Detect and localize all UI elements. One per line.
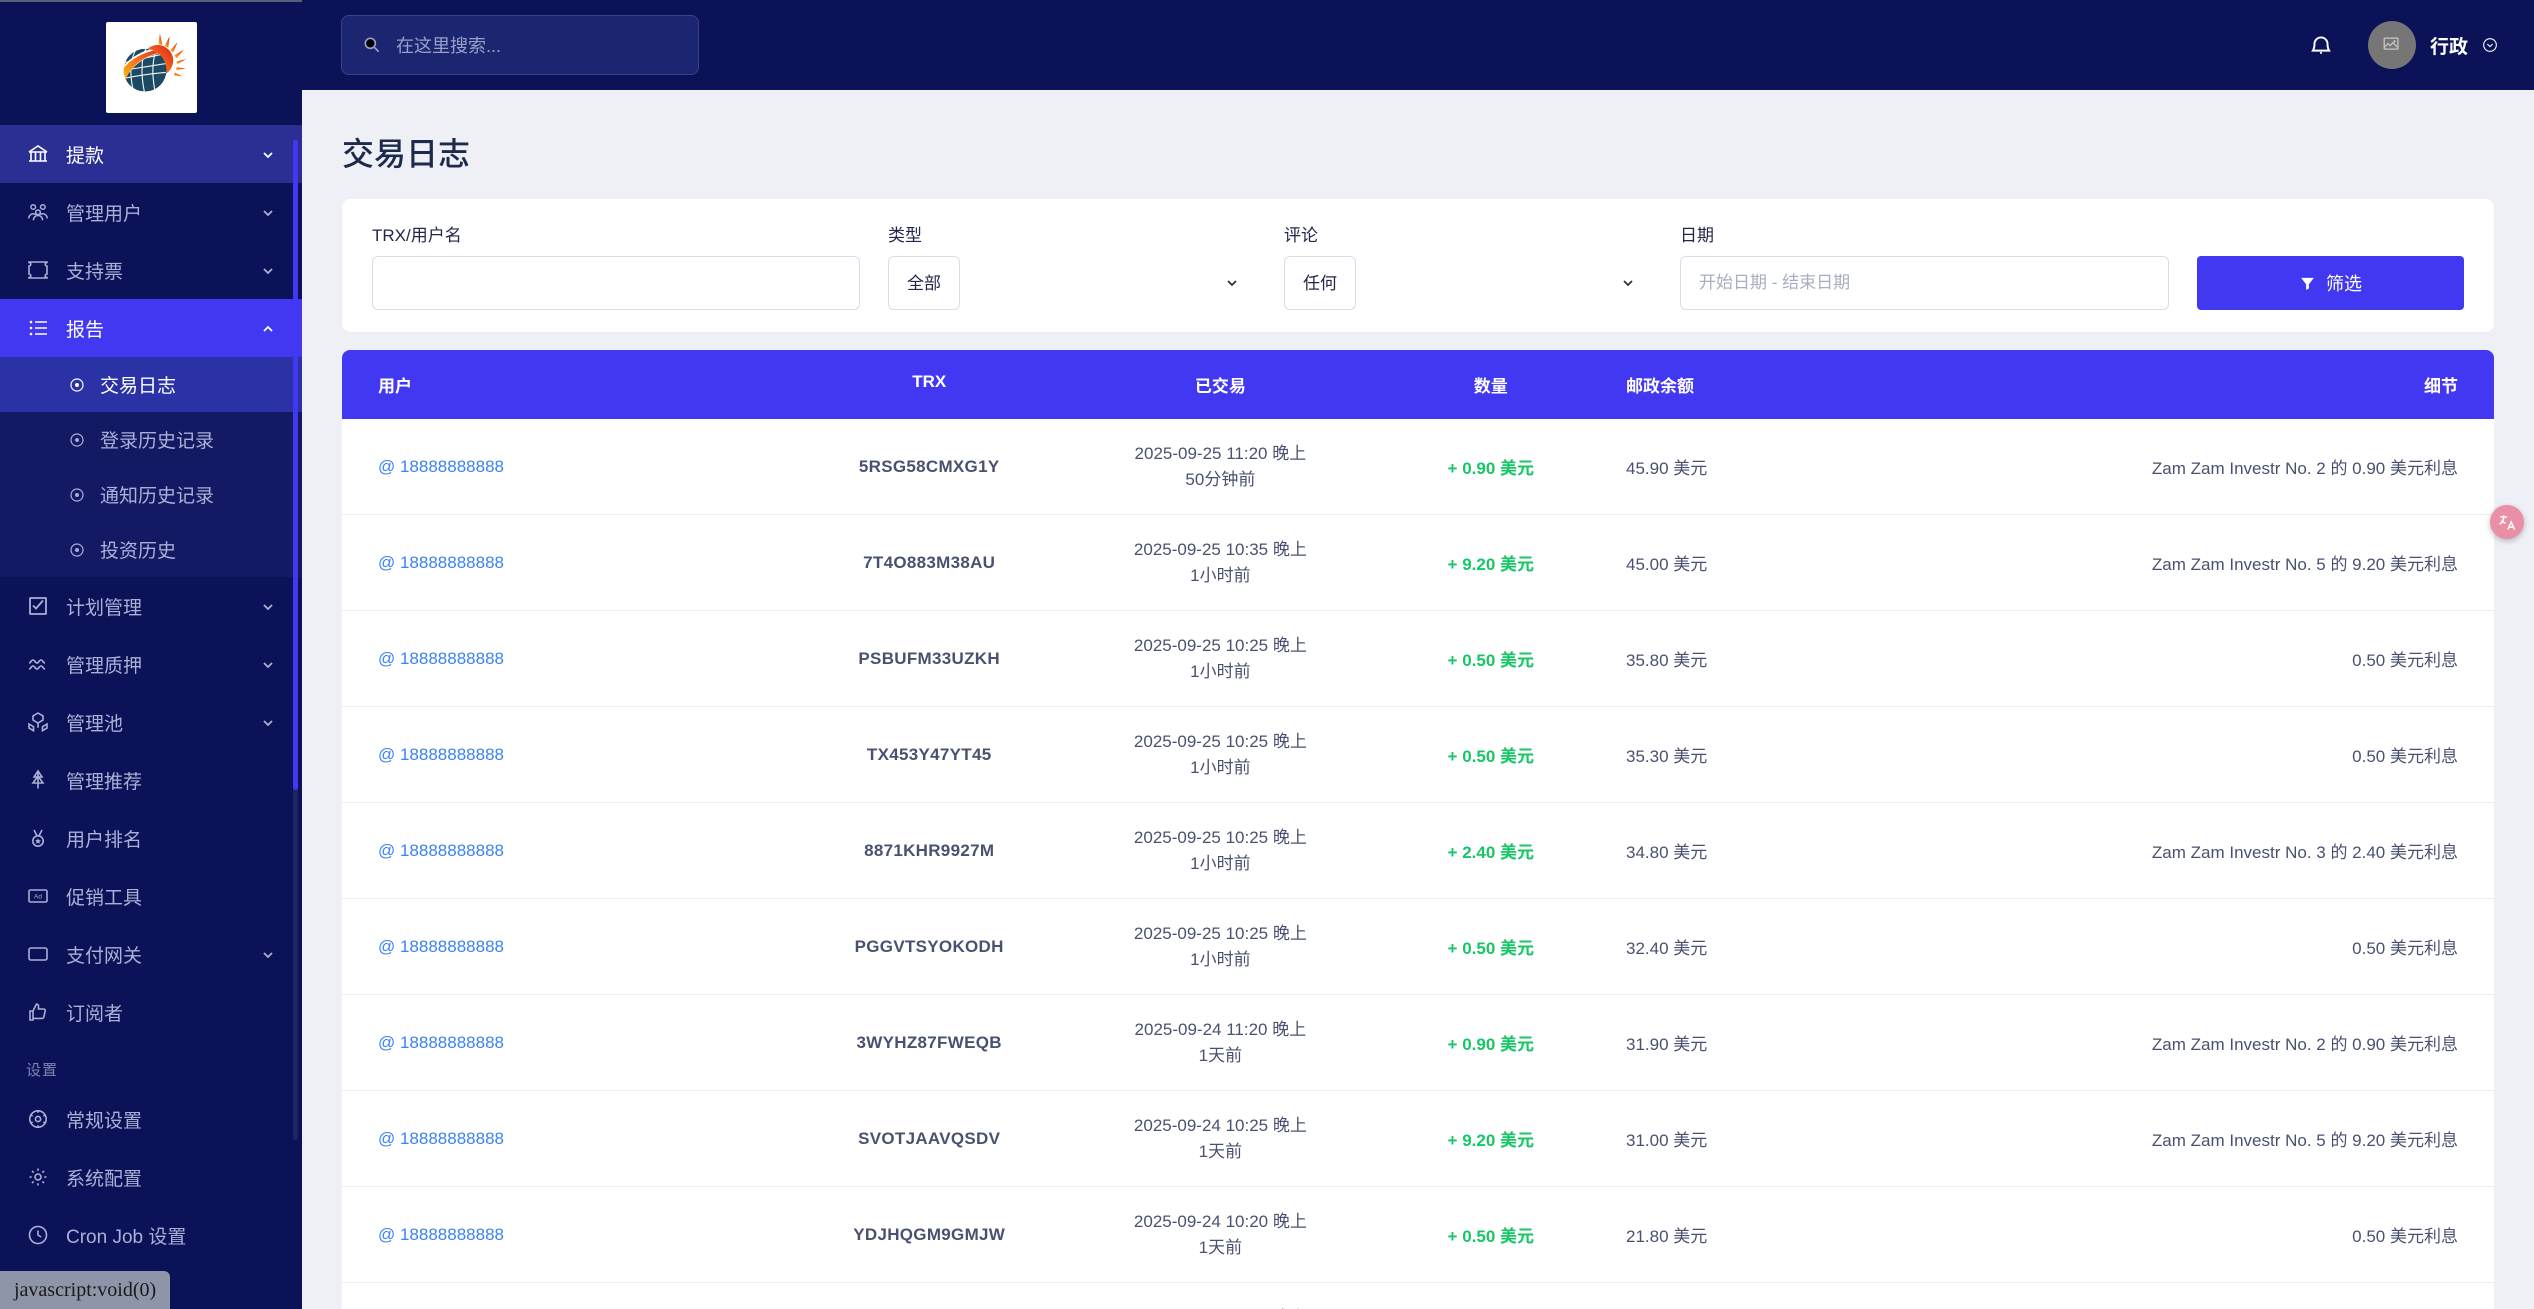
svg-text:Ad: Ad	[34, 894, 42, 901]
